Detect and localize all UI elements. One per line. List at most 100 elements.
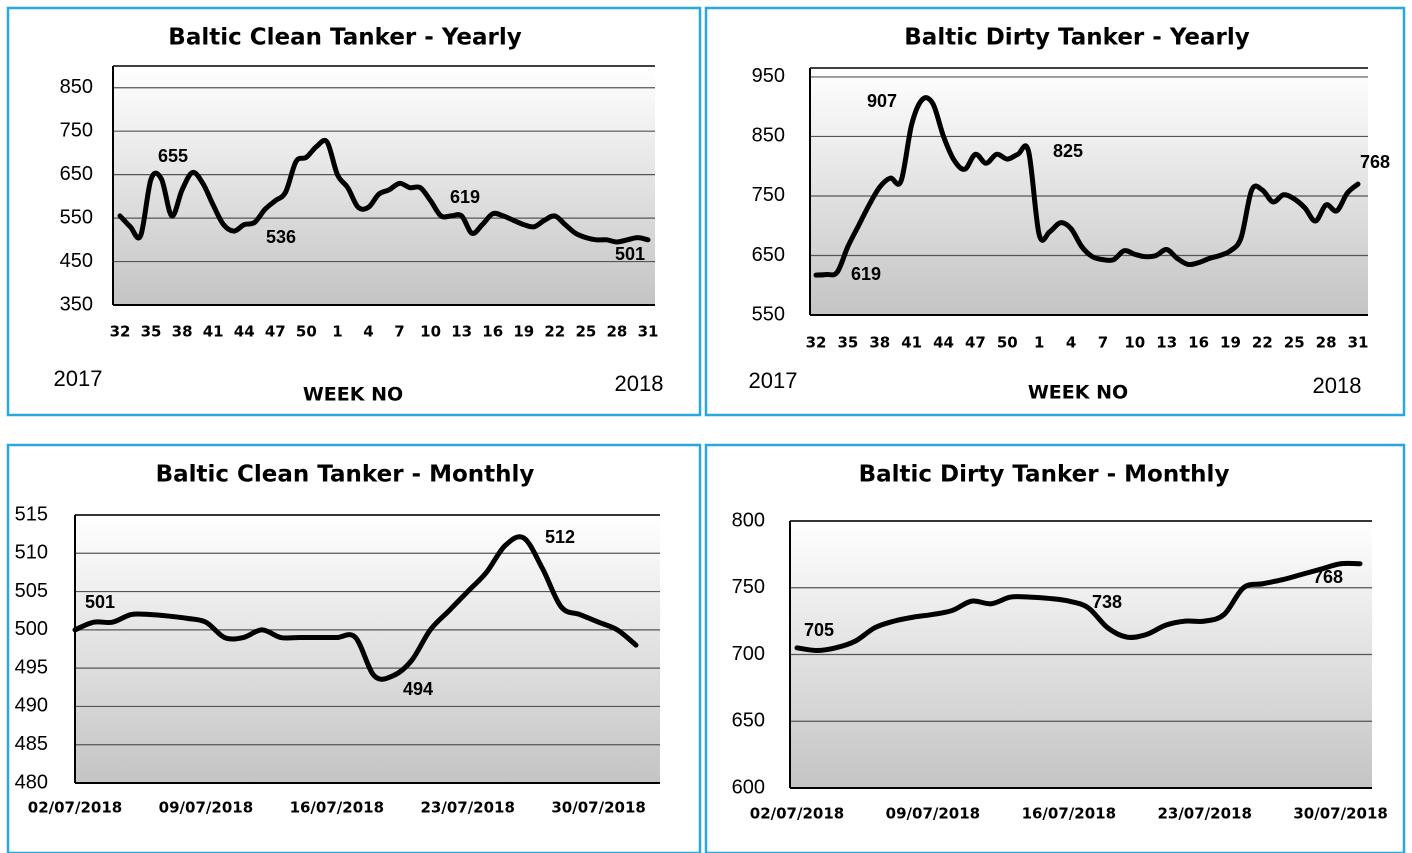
annotation: 768 bbox=[1360, 152, 1390, 172]
plot-area bbox=[810, 68, 1368, 315]
x-tick-label: 44 bbox=[933, 334, 954, 352]
y-tick-label: 485 bbox=[15, 733, 48, 755]
x-tick-label: 30/07/2018 bbox=[1293, 805, 1387, 823]
x-tick-label: 16 bbox=[482, 323, 503, 341]
x-tick-label: 1 bbox=[332, 323, 342, 341]
x-tick-label: 44 bbox=[234, 323, 255, 341]
y-tick-label: 700 bbox=[732, 643, 765, 665]
y-tick-label: 515 bbox=[15, 503, 48, 525]
annotation: 907 bbox=[867, 91, 897, 111]
y-tick-label: 495 bbox=[15, 656, 48, 678]
x-tick-label: 35 bbox=[141, 323, 162, 341]
year-end: 2018 bbox=[615, 371, 664, 396]
x-tick-label: 4 bbox=[1066, 334, 1076, 352]
x-tick-label: 50 bbox=[296, 323, 317, 341]
annotation: 619 bbox=[450, 187, 480, 207]
x-tick-label: 23/07/2018 bbox=[420, 799, 514, 817]
data-line bbox=[794, 560, 1363, 653]
annotation: 501 bbox=[615, 244, 645, 264]
x-tick-label: 1 bbox=[1034, 334, 1044, 352]
x-tick-label: 35 bbox=[837, 334, 858, 352]
x-tick-label: 09/07/2018 bbox=[886, 805, 980, 823]
x-tick-label: 7 bbox=[1098, 334, 1108, 352]
x-tick-label: 31 bbox=[1348, 334, 1369, 352]
annotation: 512 bbox=[545, 527, 575, 547]
annotation: 501 bbox=[85, 592, 115, 612]
y-tick-label: 350 bbox=[60, 293, 93, 315]
chart-title: Baltic Clean Tanker - Monthly bbox=[156, 462, 535, 488]
y-tick-label: 650 bbox=[752, 244, 785, 266]
x-tick-label: 16/07/2018 bbox=[1022, 805, 1116, 823]
plot-area bbox=[75, 515, 660, 783]
x-tick-label: 7 bbox=[394, 323, 404, 341]
y-tick-label: 550 bbox=[752, 303, 785, 325]
x-tick-label: 13 bbox=[1156, 334, 1177, 352]
annotation: 619 bbox=[851, 264, 881, 284]
x-tick-label: 22 bbox=[544, 323, 565, 341]
x-tick-label: 02/07/2018 bbox=[28, 799, 122, 817]
y-tick-label: 800 bbox=[732, 509, 765, 531]
annotation: 825 bbox=[1053, 141, 1083, 161]
x-tick-label: 02/07/2018 bbox=[750, 805, 844, 823]
x-tick-label: 41 bbox=[203, 323, 224, 341]
x-tick-label: 19 bbox=[1220, 334, 1241, 352]
year-start: 2017 bbox=[749, 368, 798, 393]
x-tick-label: 19 bbox=[513, 323, 534, 341]
annotation: 738 bbox=[1092, 592, 1122, 612]
chart-title: Baltic Clean Tanker - Yearly bbox=[168, 25, 521, 51]
y-tick-label: 480 bbox=[15, 771, 48, 793]
x-tick-label: 32 bbox=[110, 323, 131, 341]
x-tick-label: 25 bbox=[575, 323, 596, 341]
y-tick-label: 650 bbox=[732, 710, 765, 732]
plot-area bbox=[113, 66, 655, 305]
x-tick-label: 28 bbox=[1316, 334, 1337, 352]
x-tick-label: 38 bbox=[172, 323, 193, 341]
data-line bbox=[117, 137, 651, 245]
y-tick-label: 750 bbox=[60, 119, 93, 141]
y-tick-label: 750 bbox=[752, 184, 785, 206]
x-tick-label: 16/07/2018 bbox=[290, 799, 384, 817]
annotation: 705 bbox=[804, 620, 834, 640]
y-tick-label: 500 bbox=[15, 618, 48, 640]
x-tick-label: 41 bbox=[901, 334, 922, 352]
y-tick-label: 600 bbox=[732, 776, 765, 798]
y-tick-label: 950 bbox=[752, 65, 785, 87]
chart-title: Baltic Dirty Tanker - Yearly bbox=[904, 25, 1249, 51]
x-tick-label: 13 bbox=[451, 323, 472, 341]
y-tick-label: 850 bbox=[60, 76, 93, 98]
x-tick-label: 31 bbox=[638, 323, 659, 341]
x-tick-label: 4 bbox=[363, 323, 373, 341]
y-tick-label: 505 bbox=[15, 580, 48, 602]
annotation: 494 bbox=[403, 679, 433, 699]
y-tick-label: 450 bbox=[60, 250, 93, 272]
chart-title: Baltic Dirty Tanker - Monthly bbox=[859, 462, 1230, 488]
y-tick-label: 750 bbox=[732, 576, 765, 598]
annotation: 655 bbox=[158, 146, 188, 166]
y-tick-label: 490 bbox=[15, 695, 48, 717]
annotation: 536 bbox=[266, 227, 296, 247]
x-tick-label: 22 bbox=[1252, 334, 1273, 352]
x-tick-label: 28 bbox=[607, 323, 628, 341]
y-tick-label: 850 bbox=[752, 125, 785, 147]
x-axis-label: WEEK NO bbox=[1028, 382, 1128, 404]
y-tick-label: 650 bbox=[60, 163, 93, 185]
x-tick-label: 25 bbox=[1284, 334, 1305, 352]
x-tick-label: 50 bbox=[997, 334, 1018, 352]
x-tick-label: 47 bbox=[965, 334, 986, 352]
x-tick-label: 38 bbox=[869, 334, 890, 352]
year-end: 2018 bbox=[1313, 373, 1362, 398]
x-tick-label: 47 bbox=[265, 323, 286, 341]
data-line bbox=[813, 95, 1361, 278]
x-axis-label: WEEK NO bbox=[303, 384, 403, 406]
annotation: 768 bbox=[1313, 567, 1343, 587]
y-tick-label: 510 bbox=[15, 542, 48, 564]
x-tick-label: 09/07/2018 bbox=[159, 799, 253, 817]
year-start: 2017 bbox=[54, 366, 103, 391]
x-tick-label: 10 bbox=[420, 323, 441, 341]
x-tick-label: 32 bbox=[806, 334, 827, 352]
x-tick-label: 23/07/2018 bbox=[1157, 805, 1251, 823]
x-tick-label: 10 bbox=[1124, 334, 1145, 352]
data-line bbox=[72, 534, 639, 682]
x-tick-label: 16 bbox=[1188, 334, 1209, 352]
